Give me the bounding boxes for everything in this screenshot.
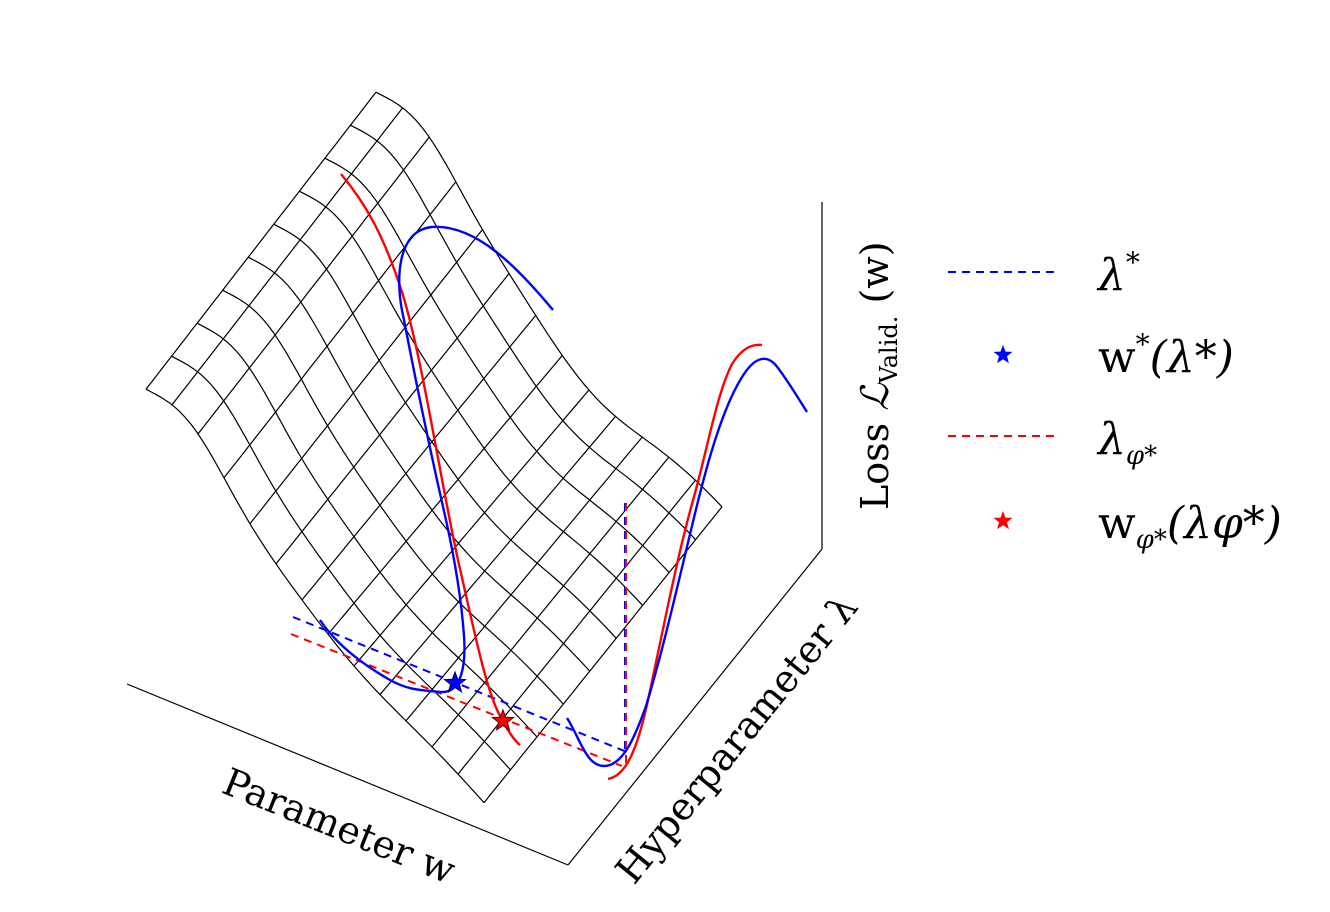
y-axis-label: Hyperparameter λ	[607, 586, 866, 892]
surface-grid-line	[275, 273, 510, 565]
z-axis-label: Loss ℒValid. (w)	[853, 241, 903, 510]
surface-grid-line	[145, 388, 485, 804]
z-axis-label-subscript: Valid.	[875, 316, 903, 385]
lambda-star-line	[292, 616, 628, 753]
optimal-point-star	[443, 670, 467, 694]
surface-grid-line	[405, 436, 643, 722]
surface-grid-line	[379, 416, 616, 695]
y-axis-line	[567, 548, 823, 866]
legend-star-blue	[993, 345, 1013, 364]
legend: λ* w*(λ*) λφ* wφ*(λφ*)	[948, 246, 1282, 555]
x-axis-line	[126, 683, 569, 866]
surface-grid-line	[223, 181, 457, 479]
legend-label-lambda-star: λ*	[1096, 246, 1140, 301]
legend-star-red	[993, 511, 1013, 530]
lambda-phi-line	[290, 633, 623, 767]
legend-label-w-star: w*(λ*)	[1098, 328, 1234, 383]
surface-grid-line	[457, 479, 696, 775]
surface-grid-line	[301, 315, 537, 601]
surface-grid-line	[350, 124, 697, 541]
optimal-best-response-curve	[319, 225, 554, 694]
surface-grid-line	[145, 91, 377, 390]
approx-projected-loss-curve	[607, 343, 763, 781]
surface-grid-line	[353, 389, 590, 667]
axes-frame	[126, 202, 823, 866]
surface-grid-line	[196, 322, 538, 738]
projection-lines	[290, 503, 628, 767]
z-axis-label-suffix: (w)	[853, 241, 897, 315]
legend-label-w-phi: wφ*(λφ*)	[1098, 498, 1282, 555]
approx-best-response-curve	[340, 173, 521, 746]
z-axis-label-symbol: ℒ	[853, 382, 897, 411]
surface-grid-line	[171, 107, 404, 406]
legend-label-lambda-phi: λφ*	[1096, 414, 1157, 471]
loss-surface-wireframe	[145, 91, 723, 804]
surface-grid-line	[247, 256, 591, 672]
optimal-projected-loss-curve	[565, 357, 809, 768]
x-axis-label: Parameter w	[217, 760, 462, 893]
z-axis-label-prefix: Loss	[853, 411, 897, 510]
surface-grid-line	[197, 136, 430, 435]
surface-grid-line	[273, 223, 617, 639]
approx-point-star	[491, 708, 515, 732]
surface-grid-line	[249, 229, 483, 525]
surface-grid-line	[222, 289, 564, 705]
surface-grid-line	[375, 91, 723, 508]
surface-grid-line	[483, 506, 723, 804]
surface-grid-line	[171, 355, 511, 771]
surface-grid-line	[431, 456, 670, 748]
surface-grid-line	[324, 157, 670, 573]
surface-grid-line	[299, 190, 644, 606]
